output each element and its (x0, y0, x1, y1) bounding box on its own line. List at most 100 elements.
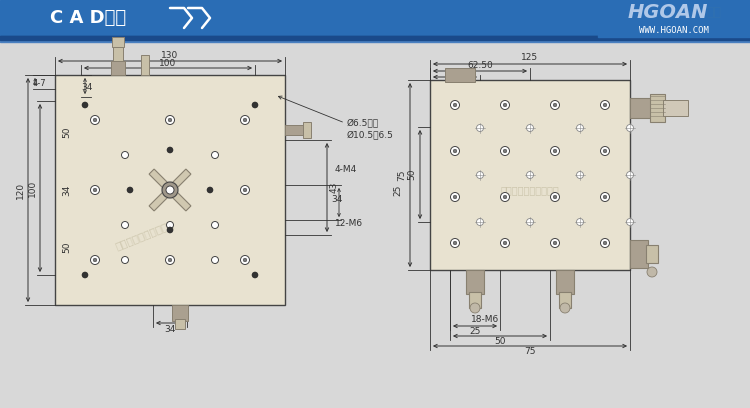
Circle shape (560, 303, 570, 313)
Text: 50: 50 (494, 337, 506, 346)
Circle shape (554, 149, 556, 153)
Text: HGOAN: HGOAN (628, 4, 708, 22)
Text: 34: 34 (62, 184, 71, 196)
Bar (141, 55, 149, 75)
Text: 18-M6: 18-M6 (471, 315, 500, 324)
Circle shape (470, 303, 480, 313)
Circle shape (91, 255, 100, 264)
Circle shape (577, 219, 584, 226)
Text: 75: 75 (524, 348, 536, 357)
Text: 34: 34 (332, 195, 343, 204)
Bar (556, 270, 574, 294)
Circle shape (453, 103, 457, 107)
Circle shape (166, 255, 175, 264)
Circle shape (626, 124, 634, 131)
Circle shape (252, 102, 258, 108)
Circle shape (577, 171, 584, 179)
Circle shape (168, 258, 172, 262)
Bar (303, 122, 311, 138)
Circle shape (554, 103, 556, 107)
Bar (113, 47, 123, 61)
Circle shape (601, 146, 610, 155)
Text: 4-M4: 4-M4 (335, 166, 357, 175)
Circle shape (550, 146, 560, 155)
Text: 75: 75 (398, 169, 406, 181)
Circle shape (211, 257, 218, 264)
Circle shape (207, 187, 213, 193)
Circle shape (503, 149, 507, 153)
Circle shape (167, 147, 173, 153)
Bar (630, 98, 652, 118)
Bar (111, 61, 125, 75)
Circle shape (476, 219, 484, 226)
Circle shape (453, 149, 457, 153)
Circle shape (476, 171, 484, 179)
Text: 25: 25 (470, 328, 481, 337)
Bar (466, 270, 484, 294)
Circle shape (93, 118, 97, 122)
Bar (630, 240, 648, 268)
Text: 43: 43 (329, 182, 338, 193)
Bar (175, 319, 185, 329)
Circle shape (601, 100, 610, 109)
Circle shape (91, 115, 100, 124)
Bar (663, 100, 688, 116)
Text: 62.50: 62.50 (467, 62, 493, 71)
Text: 130: 130 (161, 51, 178, 60)
Circle shape (166, 115, 175, 124)
Polygon shape (149, 169, 190, 211)
Text: 125: 125 (521, 53, 538, 62)
Circle shape (453, 241, 457, 245)
Circle shape (500, 100, 509, 109)
Circle shape (166, 186, 173, 193)
Circle shape (93, 188, 97, 192)
Circle shape (91, 186, 100, 195)
Circle shape (603, 149, 607, 153)
Circle shape (122, 222, 128, 228)
Text: Ø10.5深6.5: Ø10.5深6.5 (347, 131, 394, 140)
Text: 4-7: 4-7 (32, 78, 46, 87)
Circle shape (451, 193, 460, 202)
Text: 50: 50 (62, 126, 71, 138)
Text: 12-M6: 12-M6 (335, 219, 363, 228)
Text: WWW.HGOAN.COM: WWW.HGOAN.COM (639, 26, 709, 35)
Circle shape (603, 195, 607, 199)
Bar (445, 68, 475, 82)
Bar (112, 37, 124, 47)
Text: 50: 50 (407, 169, 416, 180)
Circle shape (127, 187, 133, 193)
Text: 25: 25 (449, 69, 460, 78)
Circle shape (211, 222, 218, 228)
Circle shape (550, 239, 560, 248)
Circle shape (577, 124, 584, 131)
Circle shape (476, 124, 484, 131)
Circle shape (252, 272, 258, 278)
Circle shape (167, 227, 173, 233)
Text: 衡工: 衡工 (706, 7, 722, 20)
Circle shape (451, 239, 460, 248)
Bar (55, 75, 285, 305)
Text: 120: 120 (16, 182, 25, 199)
Circle shape (500, 193, 509, 202)
Bar (559, 292, 571, 308)
Polygon shape (0, 0, 750, 36)
Circle shape (243, 258, 247, 262)
Circle shape (503, 195, 507, 199)
Bar (0, 42, 750, 408)
Circle shape (451, 146, 460, 155)
Circle shape (451, 100, 460, 109)
Circle shape (647, 267, 657, 277)
Bar (0, 36, 750, 40)
Circle shape (526, 124, 533, 131)
Circle shape (603, 103, 607, 107)
Circle shape (526, 219, 533, 226)
Circle shape (122, 151, 128, 158)
Circle shape (500, 239, 509, 248)
Text: 25: 25 (394, 184, 403, 196)
Text: Ø6.5沉孔: Ø6.5沉孔 (347, 118, 379, 127)
Polygon shape (149, 169, 190, 211)
Circle shape (243, 118, 247, 122)
Bar (285, 125, 305, 135)
Circle shape (601, 239, 610, 248)
Circle shape (166, 186, 174, 194)
